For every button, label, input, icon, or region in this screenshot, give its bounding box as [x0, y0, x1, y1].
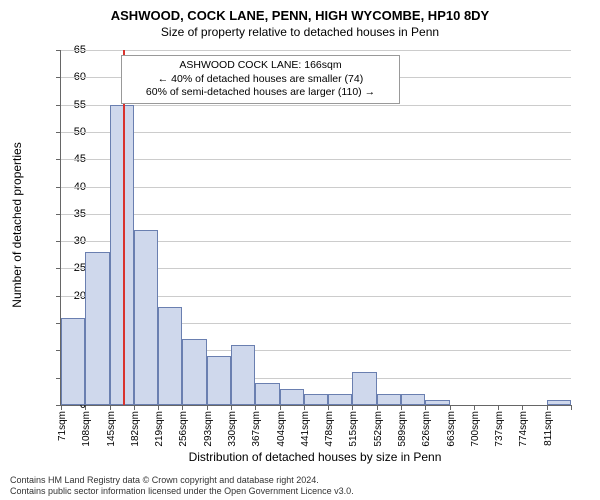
grid-line — [61, 214, 571, 215]
footer-attribution: Contains HM Land Registry data © Crown c… — [10, 475, 354, 497]
histogram-bar — [304, 394, 328, 405]
x-tick-mark — [450, 405, 451, 410]
x-tick-label: 145sqm — [106, 411, 117, 447]
x-tick-label: 404sqm — [276, 411, 287, 447]
x-tick-label: 441sqm — [300, 411, 311, 447]
x-tick-label: 663sqm — [446, 411, 457, 447]
histogram-bar — [85, 252, 109, 405]
histogram-bar — [352, 372, 376, 405]
y-axis-label: Number of detached properties — [10, 142, 24, 307]
grid-line — [61, 50, 571, 51]
x-tick-mark — [110, 405, 111, 410]
histogram-bar — [377, 394, 401, 405]
x-tick-mark — [571, 405, 572, 410]
x-tick-mark — [134, 405, 135, 410]
x-tick-mark — [255, 405, 256, 410]
x-tick-label: 330sqm — [227, 411, 238, 447]
x-tick-label: 108sqm — [81, 411, 92, 447]
x-tick-mark — [474, 405, 475, 410]
histogram-bar — [255, 383, 279, 405]
histogram-bar — [110, 105, 134, 405]
x-tick-label: 293sqm — [203, 411, 214, 447]
annotation-line: ASHWOOD COCK LANE: 166sqm — [128, 59, 393, 73]
x-tick-mark — [328, 405, 329, 410]
x-tick-mark — [522, 405, 523, 410]
footer-line1: Contains HM Land Registry data © Crown c… — [10, 475, 354, 486]
histogram-bar — [182, 339, 206, 405]
x-tick-label: 774sqm — [518, 411, 529, 447]
x-tick-label: 256sqm — [178, 411, 189, 447]
histogram-bar — [547, 400, 571, 405]
x-tick-label: 219sqm — [154, 411, 165, 447]
grid-line — [61, 132, 571, 133]
x-tick-mark — [498, 405, 499, 410]
chart-title-main: ASHWOOD, COCK LANE, PENN, HIGH WYCOMBE, … — [0, 0, 600, 23]
x-tick-mark — [547, 405, 548, 410]
histogram-bar — [207, 356, 231, 405]
x-tick-label: 737sqm — [494, 411, 505, 447]
annotation-line: ← 40% of detached houses are smaller (74… — [128, 73, 393, 87]
annotation-box: ASHWOOD COCK LANE: 166sqm← 40% of detach… — [121, 55, 400, 104]
plot-area: 71sqm108sqm145sqm182sqm219sqm256sqm293sq… — [60, 50, 571, 406]
x-tick-mark — [377, 405, 378, 410]
histogram-bar — [401, 394, 425, 405]
x-tick-mark — [401, 405, 402, 410]
x-tick-mark — [207, 405, 208, 410]
x-tick-mark — [158, 405, 159, 410]
histogram-bar — [328, 394, 352, 405]
x-axis-label: Distribution of detached houses by size … — [60, 450, 570, 464]
x-tick-label: 552sqm — [373, 411, 384, 447]
x-tick-label: 626sqm — [421, 411, 432, 447]
grid-line — [61, 159, 571, 160]
x-tick-mark — [182, 405, 183, 410]
histogram-bar — [61, 318, 85, 405]
grid-line — [61, 187, 571, 188]
histogram-bar — [134, 230, 158, 405]
footer-line2: Contains public sector information licen… — [10, 486, 354, 497]
x-tick-label: 478sqm — [324, 411, 335, 447]
x-tick-label: 367sqm — [251, 411, 262, 447]
x-tick-label: 700sqm — [470, 411, 481, 447]
histogram-bar — [425, 400, 449, 405]
x-tick-mark — [304, 405, 305, 410]
x-tick-mark — [352, 405, 353, 410]
x-tick-label: 811sqm — [543, 411, 554, 446]
x-tick-label: 182sqm — [130, 411, 141, 447]
annotation-line: 60% of semi-detached houses are larger (… — [128, 86, 393, 100]
histogram-bar — [231, 345, 255, 405]
chart-title-sub: Size of property relative to detached ho… — [0, 23, 600, 39]
grid-line — [61, 105, 571, 106]
histogram-bar — [158, 307, 182, 405]
x-tick-label: 71sqm — [57, 411, 68, 441]
x-tick-label: 515sqm — [348, 411, 359, 447]
x-tick-mark — [231, 405, 232, 410]
x-tick-mark — [425, 405, 426, 410]
x-tick-mark — [280, 405, 281, 410]
histogram-bar — [280, 389, 304, 405]
x-tick-label: 589sqm — [397, 411, 408, 447]
